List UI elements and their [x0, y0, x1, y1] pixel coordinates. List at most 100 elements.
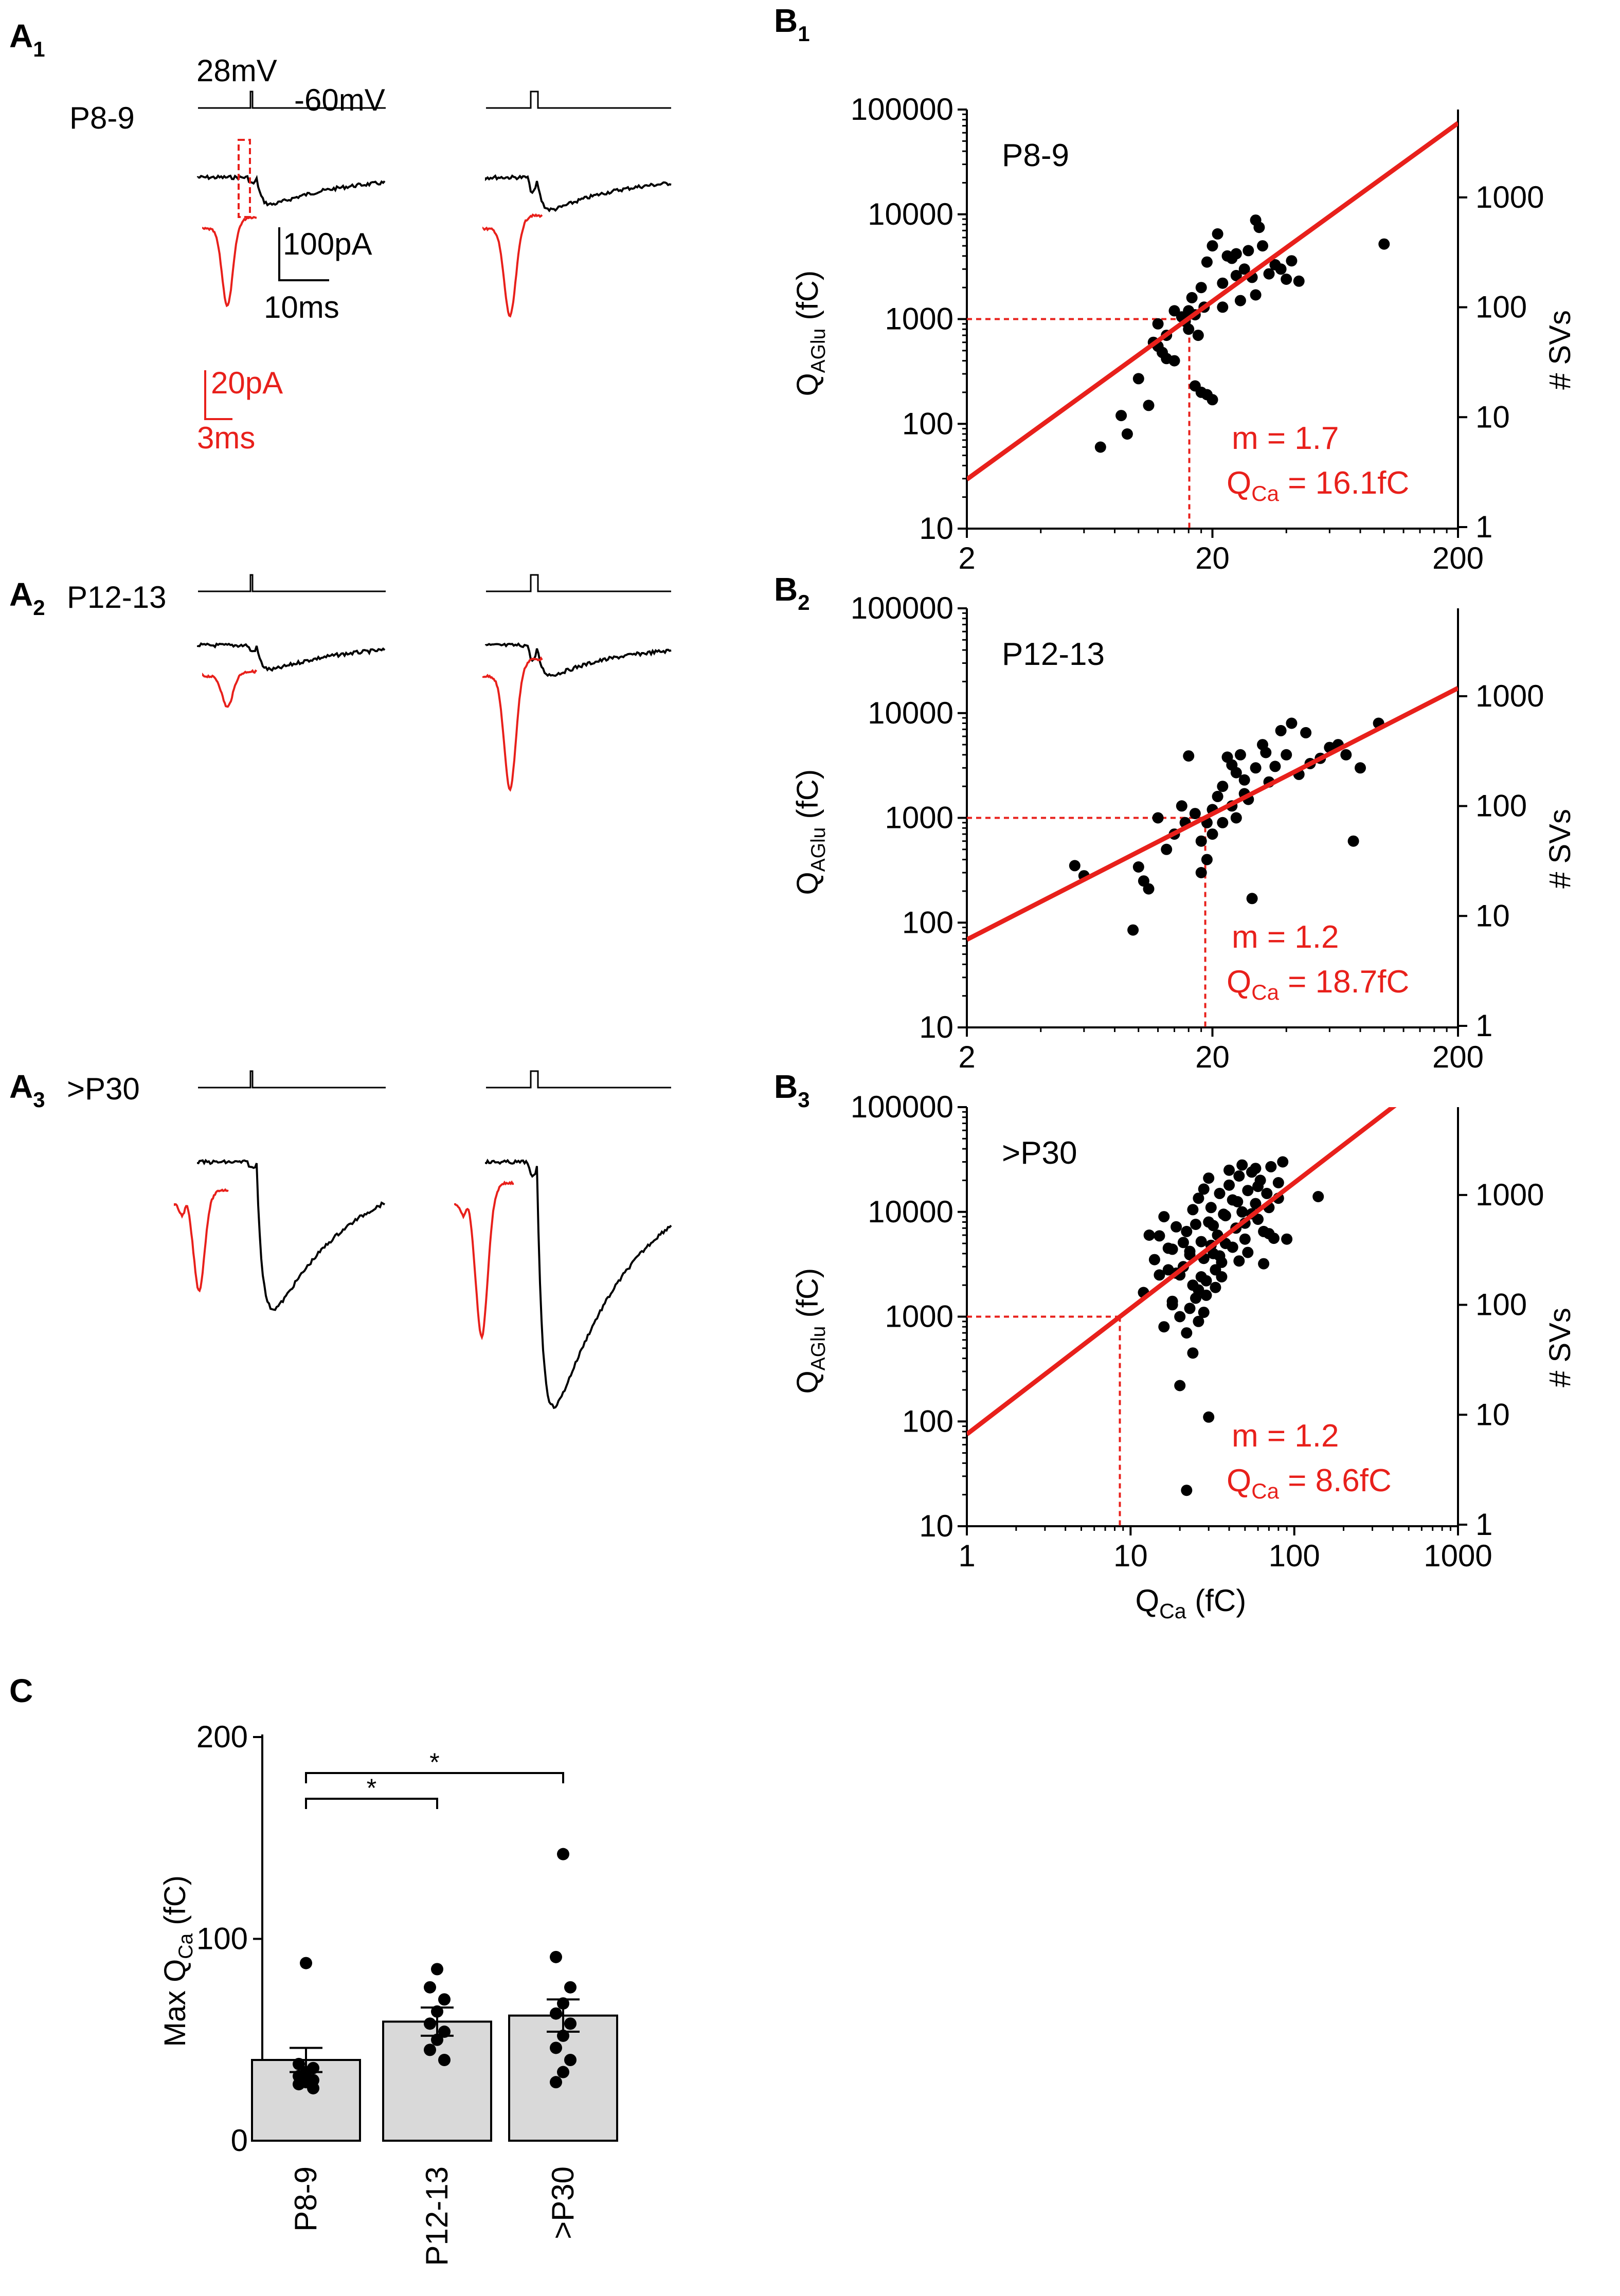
data-point — [1166, 1243, 1178, 1255]
label-a1: A1 — [9, 17, 45, 61]
data-point — [438, 2026, 451, 2038]
data-point — [1265, 1161, 1277, 1172]
data-point — [293, 2078, 305, 2091]
x-tick-label: 20 — [1195, 1040, 1230, 1074]
y2-axis-label: # SVs — [1543, 809, 1577, 889]
scale-black-y: 100pA — [283, 227, 372, 261]
data-point — [1250, 762, 1262, 774]
scatter-chart-b1: 10 100 1000 10000 100000 1 10 100 1000 2 20 200 P8-9… — [791, 92, 1577, 575]
plot-area — [967, 1107, 1397, 1526]
data-point — [1181, 1225, 1193, 1237]
data-point — [1214, 1250, 1226, 1262]
data-point — [1189, 808, 1201, 820]
fit-line — [967, 1107, 1397, 1436]
data-point — [1127, 924, 1139, 936]
y-tick-label: 100000 — [851, 591, 953, 625]
y-axis-label: QAGlu (fC) — [791, 270, 830, 396]
current-trace — [197, 642, 386, 672]
command-trace — [486, 1070, 671, 1089]
data-point — [1195, 835, 1207, 847]
data-point — [438, 1993, 451, 2006]
expanded-trace — [174, 1188, 229, 1293]
data-point — [564, 1981, 577, 1994]
row-label-p30: >P30 — [67, 1072, 140, 1106]
data-point — [1230, 767, 1242, 779]
command-trace — [486, 91, 671, 109]
data-point — [1250, 214, 1262, 226]
data-point — [1190, 1219, 1201, 1230]
data-point — [1207, 240, 1218, 252]
data-point — [1121, 428, 1133, 440]
data-point — [1195, 867, 1207, 878]
data-point — [1286, 717, 1298, 729]
y-tick-label: 1000 — [885, 1299, 953, 1334]
data-point — [1195, 1236, 1207, 1248]
y2-tick-label: 10 — [1475, 898, 1510, 933]
label-c: C — [9, 1672, 33, 1709]
data-point — [1195, 1271, 1207, 1282]
data-point — [1275, 725, 1287, 736]
data-point — [1269, 761, 1281, 772]
data-point — [557, 2066, 569, 2078]
bar-chart-c: 0 100 200 P8-9 P12-13 >P30 * * Max QCa (fC) — [158, 1720, 618, 2266]
y-tick-label: 1000 — [885, 801, 953, 835]
data-point — [1190, 1292, 1201, 1304]
data-point — [1183, 323, 1195, 335]
y-tick-label: 200 — [196, 1720, 248, 1754]
data-point — [1184, 1303, 1196, 1314]
y-tick-label: 100 — [196, 1922, 248, 1956]
x-tick-label: 1000 — [1424, 1539, 1492, 1573]
data-point — [1189, 380, 1201, 392]
data-point — [550, 2041, 562, 2054]
y2-tick-label: 1 — [1475, 1008, 1492, 1043]
y-tick-label: 10000 — [868, 1195, 953, 1229]
row-label-p8-9: P8-9 — [69, 101, 135, 135]
y2-tick-label: 10 — [1475, 1397, 1510, 1432]
plot-area — [967, 121, 1458, 529]
data-point — [1158, 1321, 1170, 1333]
data-point — [1217, 781, 1229, 792]
y2-tick-label: 10 — [1475, 400, 1510, 434]
data-point — [1177, 1237, 1189, 1249]
category-label: P12-13 — [420, 2166, 454, 2266]
y-tick-label: 100 — [902, 905, 953, 939]
data-point — [1230, 248, 1242, 260]
data-point — [1281, 274, 1292, 285]
significance-bracket — [305, 1772, 564, 1783]
y2-tick-label: 1 — [1475, 510, 1492, 544]
scale-black-x: 10ms — [264, 290, 339, 324]
data-point — [438, 2054, 451, 2066]
data-point — [1250, 1163, 1262, 1174]
data-point — [1203, 1172, 1215, 1184]
data-point — [1132, 861, 1144, 873]
y-tick-label: 10 — [919, 1010, 953, 1044]
y-axis-label: QAGlu (fC) — [791, 769, 830, 895]
y-tick-label: 10000 — [868, 696, 953, 730]
significance-bracket — [305, 1798, 438, 1809]
current-trace — [197, 1159, 386, 1311]
y-tick-label: 100 — [902, 1404, 953, 1438]
data-point — [1238, 263, 1250, 275]
data-point — [550, 1950, 562, 1963]
data-point — [1227, 1241, 1238, 1253]
data-point — [1166, 1299, 1178, 1311]
data-point — [1236, 1206, 1248, 1218]
slope-annotation: m = 1.7 — [1232, 421, 1339, 456]
scale-bar-red — [204, 370, 232, 420]
data-point — [1230, 812, 1242, 824]
y-tick-label: 0 — [231, 2123, 248, 2158]
data-point — [1236, 1159, 1248, 1171]
y2-tick-label: 1000 — [1475, 679, 1544, 713]
voltage-step-label: 28mV — [196, 53, 277, 88]
x-tick-label: 10 — [1113, 1539, 1148, 1573]
data-point — [1355, 762, 1366, 774]
data-point — [1161, 843, 1173, 855]
x-tick-label: 100 — [1269, 1539, 1320, 1573]
current-trace — [197, 174, 386, 207]
data-point — [1252, 1181, 1264, 1192]
data-point — [1174, 1380, 1186, 1391]
data-point — [1207, 394, 1218, 406]
data-point — [1234, 295, 1246, 306]
